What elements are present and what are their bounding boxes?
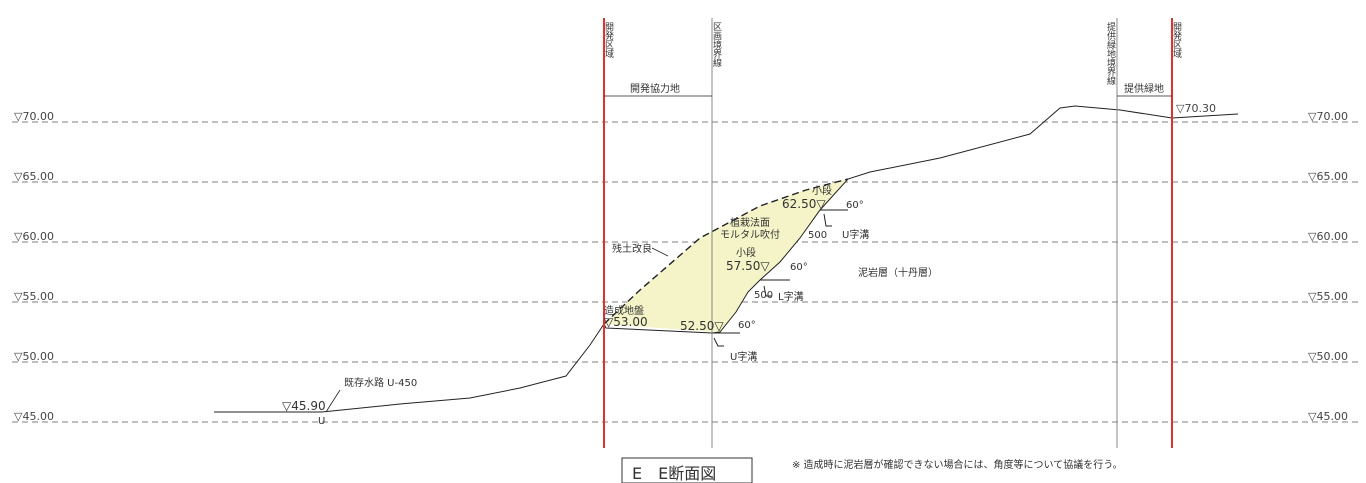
elevation-labels-left: ▽70.00 ▽65.00 ▽60.00 ▽55.00 ▽50.00 ▽45.0… — [14, 110, 54, 423]
elev-5750: 57.50▽ — [726, 259, 770, 273]
u-ditch-label-1: U字溝 — [842, 228, 869, 241]
level-label-left-50: ▽50.00 — [14, 350, 54, 363]
right-boundary-label: 開発区域 — [1171, 22, 1182, 58]
ground-profile — [214, 105, 1239, 413]
existing-channel-label: 既存水路 U-450 — [344, 376, 417, 389]
mudstone-label: 泥岩層（十丹層） — [858, 266, 938, 279]
elev-5250: 52.50▽ — [680, 319, 724, 333]
level-label-right-65: ▽65.00 — [1308, 170, 1348, 183]
level-label-right-60: ▽60.00 — [1308, 230, 1348, 243]
title-box — [621, 457, 753, 483]
fill-area — [604, 179, 848, 332]
slope-start-label: 造成地盤 — [604, 304, 644, 317]
u-ditch-label-2: L字溝 — [778, 290, 804, 303]
bottom-elevation: ▽45.90 — [282, 399, 326, 413]
angle-60-b: 60° — [790, 262, 808, 273]
right-plan-boundary-label: 提供緑地境界線 — [1105, 22, 1116, 85]
left-boundary-label: 開発区域 — [603, 22, 614, 58]
right-zone-label: 提供緑地 — [1124, 82, 1164, 95]
slope-protection-line2: モルタル吹付 — [720, 228, 780, 241]
slope-start-elev: ▽53.00 — [604, 315, 648, 329]
ditch-2 — [763, 285, 772, 297]
section-title: E E断面図 — [632, 464, 716, 483]
existing-channel-leader — [325, 389, 341, 413]
elev-6250: 62.50▽ — [782, 197, 826, 211]
top-step-label: 小段 — [812, 184, 832, 197]
u-ditch-label-3: U字溝 — [730, 350, 757, 363]
level-label-right-45: ▽45.00 — [1308, 410, 1348, 423]
elevation-labels-right: ▽70.00 ▽65.00 ▽60.00 ▽55.00 ▽50.00 ▽45.0… — [1308, 110, 1348, 423]
level-label-left-60: ▽60.00 — [14, 230, 54, 243]
level-label-left-65: ▽65.00 — [14, 170, 54, 183]
soil-improvement-leader — [651, 247, 669, 257]
level-label-left-55: ▽55.00 — [14, 290, 54, 303]
left-zone-label: 開発協力地 — [630, 82, 680, 95]
top-elevation: ▽70.30 — [1176, 102, 1216, 115]
level-label-left-45: ▽45.00 — [14, 410, 54, 423]
small-step-label: 小段 — [736, 246, 756, 259]
ditch-1 — [713, 337, 724, 347]
angle-60-c: 60° — [846, 200, 864, 211]
w500-b: 500 — [754, 290, 773, 301]
u-marker: U — [318, 416, 325, 427]
plan-boundary-label: 区画境界線 — [711, 22, 722, 67]
bench-details — [712, 209, 848, 347]
level-label-right-70: ▽70.00 — [1308, 110, 1348, 123]
ditch-3 — [823, 213, 832, 227]
footnote: ※ 造成時に泥岩層が確認できない場合には、角度等について協議を行う。 — [792, 458, 1123, 471]
level-label-left-70: ▽70.00 — [14, 110, 54, 123]
slope-protection-line1: 植栽法面 — [730, 216, 770, 229]
soil-improvement-label: 残土改良 — [612, 242, 652, 255]
level-label-right-55: ▽55.00 — [1308, 290, 1348, 303]
level-label-right-50: ▽50.00 — [1308, 350, 1348, 363]
elevation-gridlines — [12, 121, 1360, 423]
angle-60-a: 60° — [738, 320, 756, 331]
w500-a: 500 — [808, 230, 827, 241]
